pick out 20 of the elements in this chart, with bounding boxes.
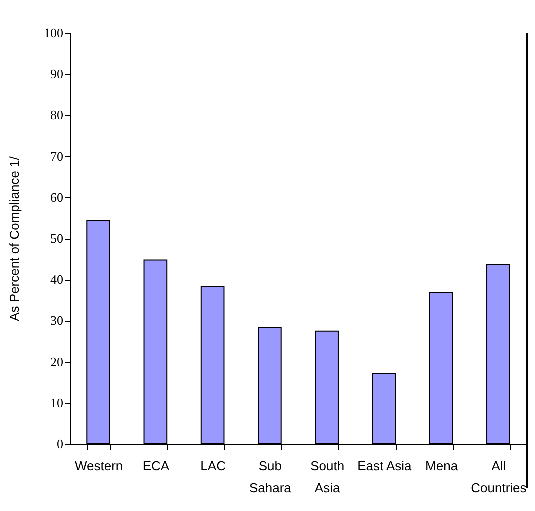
y-tick-label: 10 (50, 395, 64, 410)
x-tick-label: Sub Sahara (249, 458, 292, 496)
x-tick-label: East Asia (358, 458, 413, 474)
y-tick-label: 50 (50, 231, 64, 246)
y-tick-label: 100 (44, 26, 64, 40)
y-tick-label: 80 (50, 108, 64, 123)
y-tick-label: 20 (50, 354, 64, 370)
y-tick-label: 60 (50, 190, 64, 205)
y-tick-label: 40 (50, 272, 64, 288)
x-tick-label: Western (74, 458, 124, 474)
x-tick-label: LAC (200, 458, 226, 474)
y-tick-label: 0 (57, 436, 64, 452)
y-axis-title: As Percent of Compliance 1/ (7, 156, 22, 322)
x-tick-label: Mena (426, 458, 459, 474)
x-tick-label: All Countries (471, 458, 528, 496)
x-tick-label: South Asia (310, 458, 345, 496)
y-tick-label: 70 (50, 148, 64, 164)
y-tick-label: 90 (50, 66, 64, 82)
y-tick-label: 30 (50, 313, 64, 328)
x-tick-label: ECA (142, 458, 170, 474)
